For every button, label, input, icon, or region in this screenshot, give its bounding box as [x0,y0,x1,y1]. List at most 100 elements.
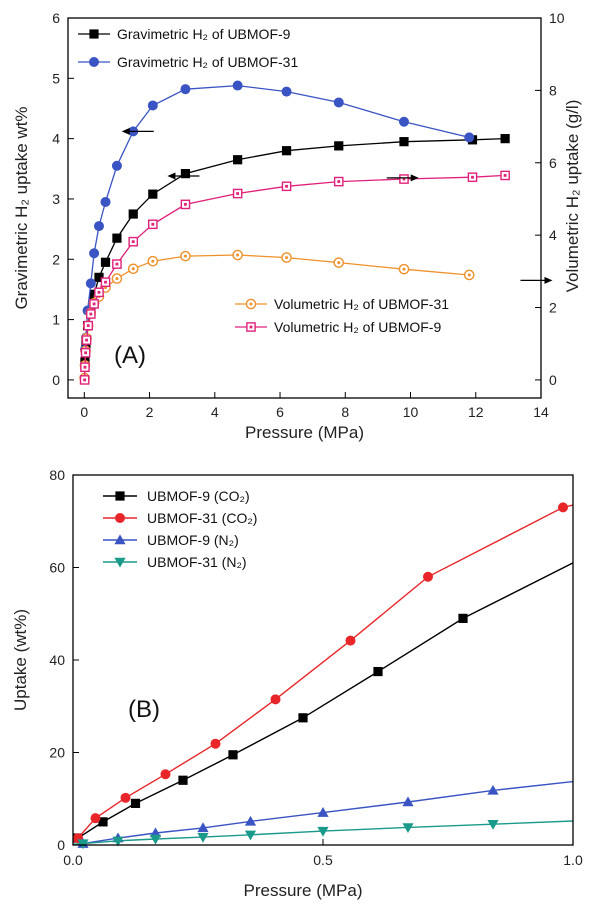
panel-b-series-0-point [98,817,108,827]
panel-a-series-3-point [128,236,139,247]
panel-b-plot-area [72,502,574,850]
panel-a-legend-label: Gravimetric H₂ of UBMOF-9 [117,26,291,42]
panel-a-y-tick-label: 1 [52,312,60,328]
panel-a-y-tick-label: 4 [52,131,60,147]
panel-a-series-2-point-dot [337,261,341,265]
panel-a-legend-marker-dot [249,302,253,306]
panel-a-series-line-1 [84,84,470,350]
panel-a-series-3-point-dot [131,240,135,244]
panel-a-series-3-point [80,362,90,373]
panel-a-series-3-point [86,309,96,319]
panel-b-series-3-point [317,826,329,837]
panel-b-y-axis-title: Uptake (wt%) [11,609,30,711]
panel-a-series-3-point [89,299,99,309]
panel-a-legend-label: Gravimetric H₂ of UBMOF-31 [117,54,298,70]
panel-b-series-1-point [120,792,131,803]
panel-a-series-1-point [281,86,292,97]
panel-a-series-3-point [80,347,91,358]
panel-a-series-1-point [111,160,122,171]
panel-a-series-3-point-dot [503,174,507,177]
panel-a-y2-tick-label: 0 [549,372,557,388]
panel-a-x-tick-label: 8 [341,404,349,420]
panel-a-series-1-point [398,116,409,127]
panel-a-series-0-point [148,189,158,199]
panel-b-series-1-point [270,694,281,705]
panel-a-plot-area [79,80,553,385]
panel-a-arrow-head [121,127,130,135]
panel-b-chart: 0.0 0.5 1.0 0 20 40 60 80 UBMOF-9 (CO₂) UBMOF-31… [11,467,583,900]
panel-a-y2-tick-label: 2 [549,300,557,316]
panel-a-y-tick-label: 6 [52,10,60,26]
panel-a-series-0-point [233,155,243,165]
panel-a-x-tick-label: 12 [468,404,484,420]
panel-b-series-2-point [149,827,162,838]
panel-b-label: (B) [128,696,160,723]
panel-b-y-tick-label: 20 [49,745,65,761]
panel-a-y-tick-label: 2 [52,251,60,267]
panel-a-series-0-point [94,272,104,282]
panel-a-series-0-point [180,169,191,179]
panel-b-legend-label: UBMOF-9 (N₂) [147,532,239,548]
panel-a-series-2-point-dot [402,267,406,271]
panel-b-series-1-point [558,502,568,513]
panel-a-series-2-point [398,263,410,275]
panel-a-y2-tick-label: 4 [549,227,557,243]
panel-a-series-3-point-dot [92,302,96,306]
panel-b-series-2-point [317,807,329,817]
panel-a-series-3-point [180,199,191,210]
panel-a-series-1-point [147,100,158,111]
panel-a-x-tick-label: 0 [80,404,88,420]
panel-a-series-line-3 [83,174,506,380]
panel-a-series-0-point [128,209,138,219]
panel-a-series-3-point-dot [236,192,240,195]
panel-b-series-0-point [373,666,383,677]
panel-a-x-tick-label: 6 [276,404,284,420]
panel-a-legend-marker [89,29,99,39]
panel-a-series-2-point-dot [131,267,135,271]
panel-b-series-1-point [210,738,221,749]
panel-a-y2-axis-title: Volumetric H₂ uptake (g/l) [563,100,582,293]
panel-a-x-tick-label: 4 [211,404,219,420]
panel-a-legend-marker [245,298,257,310]
panel-b-series-3-point [77,839,89,850]
panel-a-series-1-point [85,278,96,289]
panel-a-series-3-point-dot [83,378,87,382]
panel-b-x-tick-label: 0.0 [63,852,83,868]
panel-b-series-line-3 [72,820,574,846]
panel-a-legend-label: Volumetric H₂ of UBMOF-9 [274,319,441,335]
panel-a-y-tick-label: 3 [52,191,60,207]
panel-a-series-3-point-dot [84,351,88,355]
panel-b-legend-label: UBMOF-31 (CO₂) [147,510,257,526]
panel-a-series-1-point [464,132,475,143]
panel-b-series-3-point [112,836,124,847]
panel-b-legend: UBMOF-9 (CO₂) UBMOF-31 (CO₂) UBMOF-9 (N₂) U… [103,488,257,570]
panel-a-series-2-point [127,263,139,275]
panel-a-series-0-point [89,289,99,299]
panel-a-series-3-point-dot [285,184,288,188]
panel-a-series-2-point-dot [236,253,240,257]
panel-a-y2-tick-label: 10 [549,10,565,26]
panel-a-series-0-point [500,134,510,144]
panel-b-series-3-point [149,834,162,845]
panel-a-frame [67,17,542,399]
panel-a-series-1-point [93,221,104,232]
panel-a-legend: Gravimetric H₂ of UBMOF-9 Gravimetric H₂ … [78,26,449,335]
panel-a-y-tick-label: 5 [52,70,60,86]
panel-b-legend-marker [115,491,125,501]
panel-a-series-3-point [112,259,122,269]
panel-a-series-3-point-dot [184,202,187,206]
panel-a-series-2-point-dot [467,273,471,277]
panel-b-y-tick-label: 40 [49,652,65,668]
panel-b-legend-marker [114,557,126,568]
panel-a-series-3-point-dot [471,175,474,179]
panel-a-series-3-point [148,219,158,230]
panel-a-series-3-point [281,181,292,192]
panel-b-series-3-point [244,830,257,841]
panel-b-series-2-point [197,822,209,833]
panel-b-series-1-point [423,571,433,582]
panel-a-series-2-point-dot [115,277,119,281]
panel-a-legend-marker [89,57,99,67]
panel-a-series-2-point [111,273,123,284]
panel-b-x-tick-label: 1.0 [563,852,583,868]
panel-a-y-tick-label: 0 [52,372,60,388]
